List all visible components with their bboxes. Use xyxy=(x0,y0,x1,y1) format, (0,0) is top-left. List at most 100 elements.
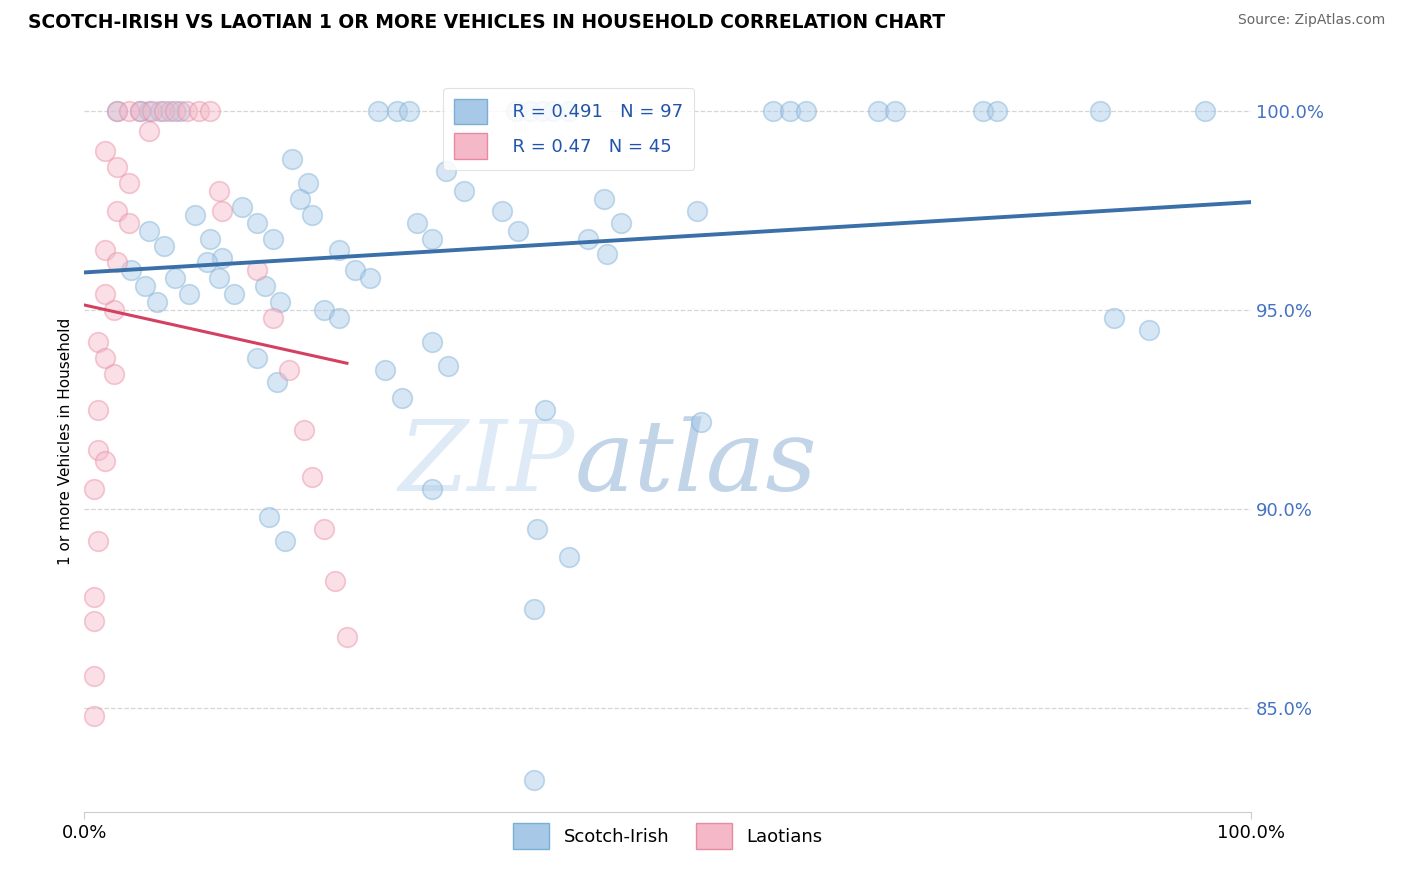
Point xyxy=(262,311,284,326)
Point xyxy=(508,223,530,237)
Point xyxy=(138,124,160,138)
Point xyxy=(292,423,315,437)
Point xyxy=(103,367,125,381)
Point xyxy=(505,104,527,119)
Point xyxy=(578,231,600,245)
Point xyxy=(138,223,160,237)
Point xyxy=(986,104,1008,119)
Point xyxy=(152,104,174,119)
Point xyxy=(83,709,105,723)
Point xyxy=(596,247,619,261)
Point xyxy=(391,391,413,405)
Point xyxy=(359,271,381,285)
Point xyxy=(543,104,565,119)
Point xyxy=(169,104,191,119)
Point xyxy=(87,402,110,417)
Point xyxy=(530,104,553,119)
Point xyxy=(120,263,142,277)
Point xyxy=(176,104,198,119)
Point xyxy=(83,669,105,683)
Point xyxy=(1102,311,1125,326)
Point xyxy=(105,255,128,269)
Point xyxy=(301,208,323,222)
Point xyxy=(385,104,408,119)
Point xyxy=(257,510,280,524)
Point xyxy=(420,231,443,245)
Point xyxy=(1137,323,1160,337)
Point xyxy=(794,104,817,119)
Point xyxy=(328,244,350,258)
Point xyxy=(94,454,117,468)
Point xyxy=(972,104,994,119)
Point xyxy=(290,192,312,206)
Text: ZIP: ZIP xyxy=(398,416,575,511)
Legend: Scotch-Irish, Laotians: Scotch-Irish, Laotians xyxy=(506,816,830,856)
Point xyxy=(152,239,174,253)
Point xyxy=(83,614,105,628)
Point xyxy=(83,590,105,604)
Point xyxy=(434,164,457,178)
Point xyxy=(195,255,218,269)
Point xyxy=(323,574,346,588)
Point xyxy=(222,287,245,301)
Point xyxy=(523,772,546,787)
Point xyxy=(165,104,187,119)
Point xyxy=(246,216,269,230)
Point xyxy=(312,303,335,318)
Point xyxy=(103,303,125,318)
Point xyxy=(207,184,229,198)
Point xyxy=(94,287,117,301)
Point xyxy=(420,334,443,349)
Point xyxy=(145,295,167,310)
Point xyxy=(94,351,117,365)
Point xyxy=(534,402,557,417)
Point xyxy=(610,216,633,230)
Point xyxy=(118,216,141,230)
Text: atlas: atlas xyxy=(575,416,817,511)
Point xyxy=(105,203,128,218)
Point xyxy=(141,104,163,119)
Point xyxy=(246,263,269,277)
Point xyxy=(1194,104,1216,119)
Point xyxy=(118,176,141,190)
Point xyxy=(87,534,110,549)
Point xyxy=(779,104,801,119)
Point xyxy=(262,231,284,245)
Text: Source: ZipAtlas.com: Source: ZipAtlas.com xyxy=(1237,13,1385,28)
Point xyxy=(689,415,711,429)
Point xyxy=(149,104,172,119)
Point xyxy=(374,363,396,377)
Point xyxy=(592,192,614,206)
Point xyxy=(277,363,299,377)
Point xyxy=(94,244,117,258)
Point xyxy=(105,104,128,119)
Point xyxy=(105,104,128,119)
Point xyxy=(884,104,907,119)
Point xyxy=(207,271,229,285)
Point xyxy=(129,104,152,119)
Point xyxy=(246,351,269,365)
Point xyxy=(105,160,128,174)
Point xyxy=(762,104,785,119)
Point xyxy=(519,104,541,119)
Point xyxy=(200,104,222,119)
Point xyxy=(94,144,117,158)
Point xyxy=(686,203,709,218)
Point xyxy=(87,334,110,349)
Point xyxy=(453,184,475,198)
Point xyxy=(87,442,110,457)
Point xyxy=(83,483,105,497)
Point xyxy=(866,104,889,119)
Point xyxy=(491,203,513,218)
Point xyxy=(297,176,319,190)
Point xyxy=(211,203,233,218)
Point xyxy=(301,470,323,484)
Point xyxy=(187,104,209,119)
Point xyxy=(231,200,253,214)
Point xyxy=(406,216,429,230)
Point xyxy=(523,601,546,615)
Point xyxy=(526,522,548,536)
Point xyxy=(118,104,141,119)
Point xyxy=(165,271,187,285)
Point xyxy=(211,252,233,266)
